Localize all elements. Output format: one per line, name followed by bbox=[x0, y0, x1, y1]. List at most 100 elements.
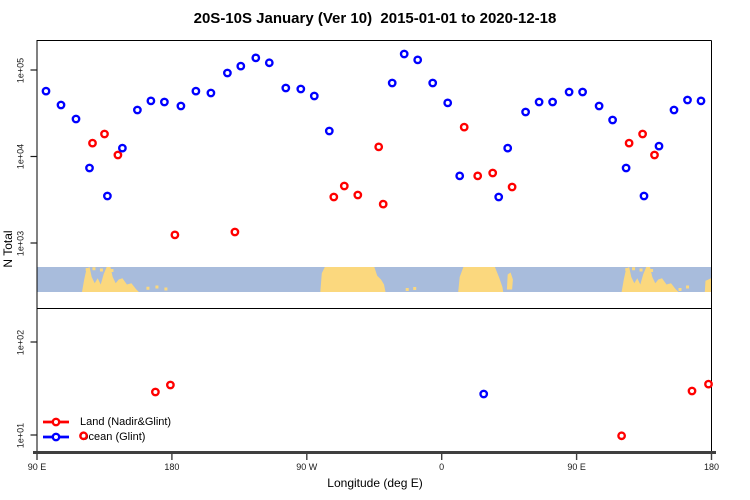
data-point bbox=[624, 138, 634, 148]
data-point bbox=[281, 83, 291, 93]
data-point bbox=[704, 379, 713, 389]
data-point bbox=[534, 97, 544, 107]
data-point bbox=[103, 191, 112, 201]
map-island-dot bbox=[92, 267, 96, 271]
map-island-dot bbox=[146, 286, 150, 290]
data-point bbox=[387, 78, 397, 88]
data-point bbox=[654, 141, 664, 151]
map-land-melanesia-right-edge bbox=[704, 278, 712, 292]
data-point bbox=[521, 107, 530, 117]
map-island-dot bbox=[413, 287, 417, 290]
legend-item-land: Land (Nadir&Glint) bbox=[41, 414, 171, 429]
data-point bbox=[309, 91, 319, 101]
map-land-newguinea-australia-repeat bbox=[621, 267, 679, 292]
x-tick-label: 180 bbox=[164, 462, 180, 472]
map-island-dot bbox=[686, 285, 690, 289]
land-series-symbol bbox=[43, 417, 69, 426]
map-island-dot bbox=[110, 269, 114, 272]
data-point bbox=[113, 150, 123, 160]
map-island-dot bbox=[639, 268, 643, 272]
data-point bbox=[324, 126, 334, 136]
map-land-south-america bbox=[320, 267, 386, 292]
data-point bbox=[236, 61, 246, 71]
y-tick-label: 1e+05 bbox=[15, 57, 26, 83]
data-point bbox=[132, 105, 142, 115]
y-tick-label: 1e+04 bbox=[15, 143, 26, 170]
data-point bbox=[428, 78, 438, 88]
data-point bbox=[459, 122, 469, 132]
x-tick-label: 0 bbox=[439, 462, 445, 472]
data-point bbox=[88, 138, 97, 148]
ocean-series-symbol bbox=[43, 432, 69, 441]
data-point bbox=[479, 389, 489, 399]
data-point bbox=[621, 163, 631, 173]
data-point bbox=[85, 163, 94, 173]
y-tick-label: 1e+02 bbox=[15, 329, 26, 355]
legend: Land (Nadir&Glint) Ocean (Glint) bbox=[41, 414, 171, 444]
data-point bbox=[251, 53, 261, 63]
data-point bbox=[638, 129, 647, 139]
data-point bbox=[146, 96, 156, 106]
data-point bbox=[170, 230, 180, 240]
data-point bbox=[696, 96, 706, 106]
map-island-dot bbox=[85, 268, 89, 271]
data-point bbox=[339, 181, 349, 191]
data-point bbox=[494, 192, 504, 202]
data-point bbox=[683, 95, 692, 105]
data-point bbox=[264, 58, 274, 68]
data-point bbox=[100, 129, 109, 139]
data-point bbox=[150, 387, 160, 397]
map-island-dot bbox=[650, 269, 654, 272]
data-point bbox=[378, 199, 388, 209]
data-point bbox=[159, 97, 169, 107]
data-point bbox=[548, 97, 557, 107]
data-point bbox=[503, 143, 513, 153]
data-point bbox=[353, 190, 363, 200]
data-point bbox=[488, 168, 498, 178]
map-land-madagascar bbox=[506, 272, 513, 290]
data-point bbox=[639, 191, 649, 201]
map-island-dot bbox=[625, 268, 629, 271]
map-island-dot bbox=[405, 288, 409, 291]
map-land-africa bbox=[458, 267, 504, 292]
y-tick-label: 1e+03 bbox=[15, 230, 26, 256]
data-point bbox=[564, 87, 574, 97]
data-point bbox=[191, 86, 201, 96]
map-strip-ocean bbox=[37, 267, 712, 292]
data-point bbox=[578, 87, 587, 97]
x-axis-label: Longitude (deg E) bbox=[327, 476, 423, 490]
x-tick-label: 90 W bbox=[296, 462, 318, 472]
chart-title: 20S-10S January (Ver 10) 2015-01-01 to 2… bbox=[193, 10, 557, 27]
data-point bbox=[443, 98, 453, 108]
data-point bbox=[165, 380, 175, 390]
legend-label-land: Land (Nadir&Glint) bbox=[80, 415, 172, 428]
data-point bbox=[41, 86, 51, 96]
x-tick-label: 90 E bbox=[567, 462, 586, 472]
map-land-newguinea-australia bbox=[82, 267, 139, 292]
data-point bbox=[71, 114, 81, 124]
data-point bbox=[230, 227, 240, 237]
map-island-dot bbox=[99, 268, 103, 272]
legend-item-ocean: Ocean (Glint) bbox=[41, 429, 171, 444]
data-point bbox=[608, 115, 617, 125]
data-point bbox=[455, 171, 465, 181]
data-point bbox=[617, 431, 626, 441]
map-island-dot bbox=[164, 287, 168, 291]
data-point bbox=[399, 49, 409, 59]
y-tick-label: 1e+01 bbox=[15, 422, 26, 448]
legend-label-ocean: Ocean (Glint) bbox=[80, 430, 146, 443]
data-point bbox=[296, 84, 306, 94]
data-point bbox=[687, 386, 697, 396]
data-point bbox=[118, 143, 127, 153]
data-point bbox=[374, 142, 384, 152]
data-point bbox=[650, 150, 659, 160]
x-tick-label: 180 bbox=[703, 462, 720, 472]
data-point bbox=[329, 192, 339, 202]
data-point bbox=[473, 171, 483, 181]
map-island-dot bbox=[632, 267, 636, 271]
map-island-dot bbox=[678, 288, 682, 291]
map-island-dot bbox=[155, 285, 159, 289]
x-tick-label: 90 E bbox=[27, 462, 47, 472]
data-point bbox=[594, 101, 604, 111]
